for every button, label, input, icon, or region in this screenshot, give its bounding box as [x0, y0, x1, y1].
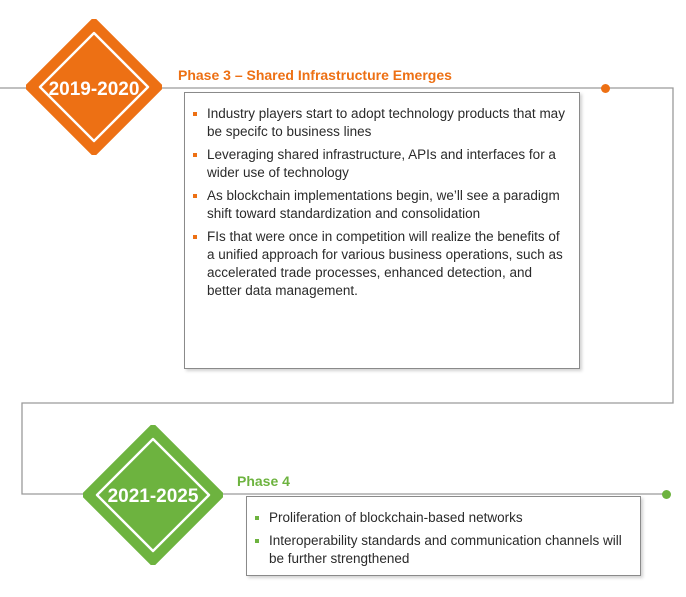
phase3-end-dot — [601, 84, 610, 93]
phase4-title: Phase 4 — [237, 473, 290, 489]
phase3-bullet-list: Industry players start to adopt technolo… — [185, 93, 579, 300]
phase4-bullet: Interoperability standards and communica… — [247, 532, 632, 568]
phase3-bullet: Leveraging shared infrastructure, APIs a… — [185, 146, 569, 182]
phase4-year: 2021-2025 — [108, 486, 199, 507]
phase3-year: 2019-2020 — [49, 79, 140, 100]
phase4-bullet: Proliferation of blockchain-based networ… — [247, 509, 632, 527]
phase3-year-diamond: 2019-2020 — [26, 19, 162, 155]
phase4-year-diamond: 2021-2025 — [83, 425, 223, 565]
phase3-box: Industry players start to adopt technolo… — [184, 92, 580, 369]
phase4-bullet-list: Proliferation of blockchain-based networ… — [247, 497, 640, 568]
phase4-box: Proliferation of blockchain-based networ… — [246, 496, 641, 576]
phase3-bullet: Industry players start to adopt technolo… — [185, 105, 569, 141]
phase3-bullet: As blockchain implementations begin, we’… — [185, 187, 569, 223]
phase3-title: Phase 3 – Shared Infrastructure Emerges — [178, 67, 452, 83]
phase3-bullet: FIs that were once in competition will r… — [185, 228, 569, 300]
phase4-end-dot — [662, 490, 671, 499]
